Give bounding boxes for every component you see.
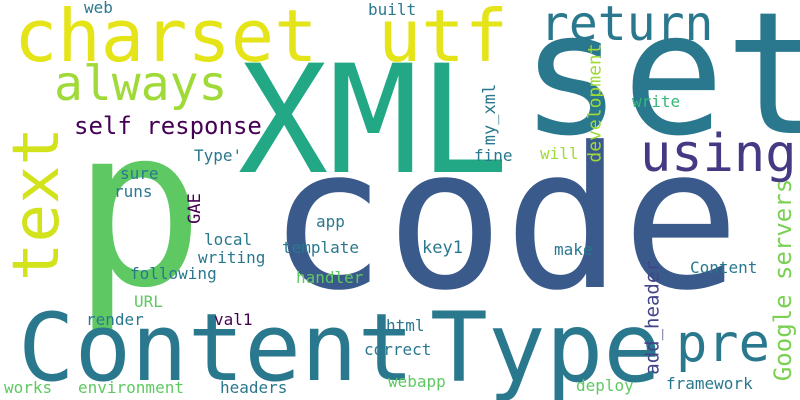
word-webapp: webapp — [388, 372, 446, 391]
word-self: self — [74, 112, 132, 140]
word-fine: fine — [474, 146, 513, 165]
word-using: using — [640, 124, 797, 184]
word-render: render — [86, 310, 144, 329]
word-local: local — [204, 230, 253, 249]
word-will: will — [540, 144, 579, 163]
word-google-servers: Google servers — [769, 178, 798, 382]
word-correct: correct — [364, 340, 432, 359]
word-google: Google — [769, 294, 798, 382]
word-val1: val1 — [214, 310, 253, 329]
word-response: response — [146, 112, 262, 140]
word-p: p — [72, 80, 205, 336]
word-deploy: deploy — [576, 376, 634, 395]
word-environment: environment — [78, 378, 184, 397]
word-key1: key1 — [422, 238, 463, 258]
word-content: Content — [18, 294, 415, 400]
word-app: app — [316, 212, 345, 231]
word-always: always — [54, 56, 228, 112]
word-add-header: add_header — [641, 260, 664, 375]
word-handler: handler — [296, 268, 364, 287]
word-works: works — [4, 378, 53, 397]
word-servers: servers — [769, 178, 798, 280]
word-code: code — [268, 106, 741, 334]
word-framework: framework — [666, 374, 753, 393]
word-headers: headers — [220, 378, 288, 397]
word-sure: sure — [120, 164, 159, 183]
word-pre: pre — [676, 314, 770, 374]
word-template: template — [282, 238, 360, 257]
word-return: return — [540, 0, 714, 52]
word-utf: utf — [378, 0, 509, 78]
word-write: write — [632, 92, 681, 111]
word-html: html — [386, 316, 425, 335]
word-built: built — [368, 0, 417, 19]
word-following: following — [130, 264, 217, 283]
word-content-small: Content — [690, 258, 758, 277]
word-charset: charset — [14, 0, 318, 78]
word-runs: runs — [114, 182, 153, 201]
word-url: URL — [134, 292, 163, 311]
word-text: text — [0, 126, 75, 282]
word-web: web — [84, 0, 113, 17]
word-self-response: self response — [74, 114, 262, 138]
word-make: make — [554, 240, 593, 259]
word-my-xml: my_xml — [480, 83, 501, 146]
word-writing: writing — [198, 248, 266, 267]
word-development: development — [584, 43, 606, 163]
word-type: Type — [430, 292, 662, 400]
word-set: set — [520, 0, 800, 174]
word-type-quote: Type' — [194, 146, 243, 165]
word-gae: GAE — [184, 193, 205, 224]
word-xml: XML — [238, 34, 509, 208]
